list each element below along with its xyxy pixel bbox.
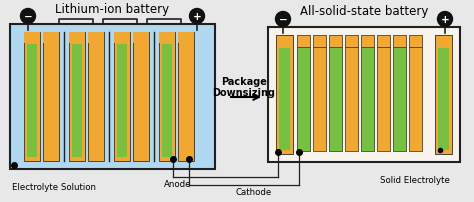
- Text: Downsizing: Downsizing: [212, 87, 275, 98]
- Bar: [268, 28, 460, 162]
- Bar: [88, 33, 104, 161]
- Bar: [377, 48, 390, 151]
- Bar: [159, 33, 175, 161]
- Bar: [297, 36, 310, 48]
- Bar: [72, 45, 82, 157]
- Bar: [313, 36, 326, 48]
- Bar: [24, 33, 40, 44]
- Bar: [162, 45, 172, 157]
- Bar: [297, 48, 310, 151]
- Bar: [377, 36, 390, 48]
- Bar: [393, 36, 406, 48]
- Bar: [27, 45, 37, 157]
- Bar: [361, 36, 374, 48]
- Bar: [88, 33, 104, 44]
- Bar: [178, 33, 194, 44]
- Circle shape: [190, 9, 204, 24]
- Bar: [345, 36, 358, 48]
- Bar: [159, 33, 175, 44]
- Bar: [409, 48, 422, 151]
- Text: Electrolyte Solution: Electrolyte Solution: [12, 182, 96, 191]
- Text: Lithium-ion battery: Lithium-ion battery: [55, 3, 170, 16]
- Bar: [69, 33, 85, 161]
- Text: Solid Electrolyte: Solid Electrolyte: [380, 175, 450, 184]
- Bar: [69, 33, 85, 44]
- Text: Package: Package: [221, 77, 267, 87]
- Bar: [279, 49, 290, 150]
- Circle shape: [275, 13, 291, 27]
- Text: +: +: [192, 12, 201, 22]
- Text: −: −: [24, 12, 32, 22]
- Bar: [133, 33, 149, 44]
- Text: +: +: [441, 15, 449, 25]
- Bar: [438, 49, 449, 150]
- Text: −: −: [279, 15, 287, 25]
- Bar: [329, 36, 342, 48]
- Bar: [276, 36, 293, 154]
- Bar: [178, 33, 194, 161]
- Bar: [329, 48, 342, 151]
- Text: Cathode: Cathode: [236, 187, 272, 196]
- Bar: [43, 33, 59, 44]
- Circle shape: [20, 9, 36, 24]
- Bar: [114, 33, 130, 44]
- Bar: [313, 48, 326, 151]
- Circle shape: [438, 13, 453, 27]
- Bar: [10, 25, 215, 169]
- Bar: [393, 48, 406, 151]
- Bar: [114, 33, 130, 161]
- Bar: [133, 33, 149, 161]
- Bar: [435, 36, 452, 154]
- Text: Anode: Anode: [164, 179, 192, 188]
- Bar: [24, 33, 40, 161]
- Bar: [409, 36, 422, 48]
- Bar: [345, 48, 358, 151]
- Bar: [117, 45, 127, 157]
- Bar: [43, 33, 59, 161]
- Text: All-solid-state battery: All-solid-state battery: [300, 5, 428, 18]
- Bar: [361, 48, 374, 151]
